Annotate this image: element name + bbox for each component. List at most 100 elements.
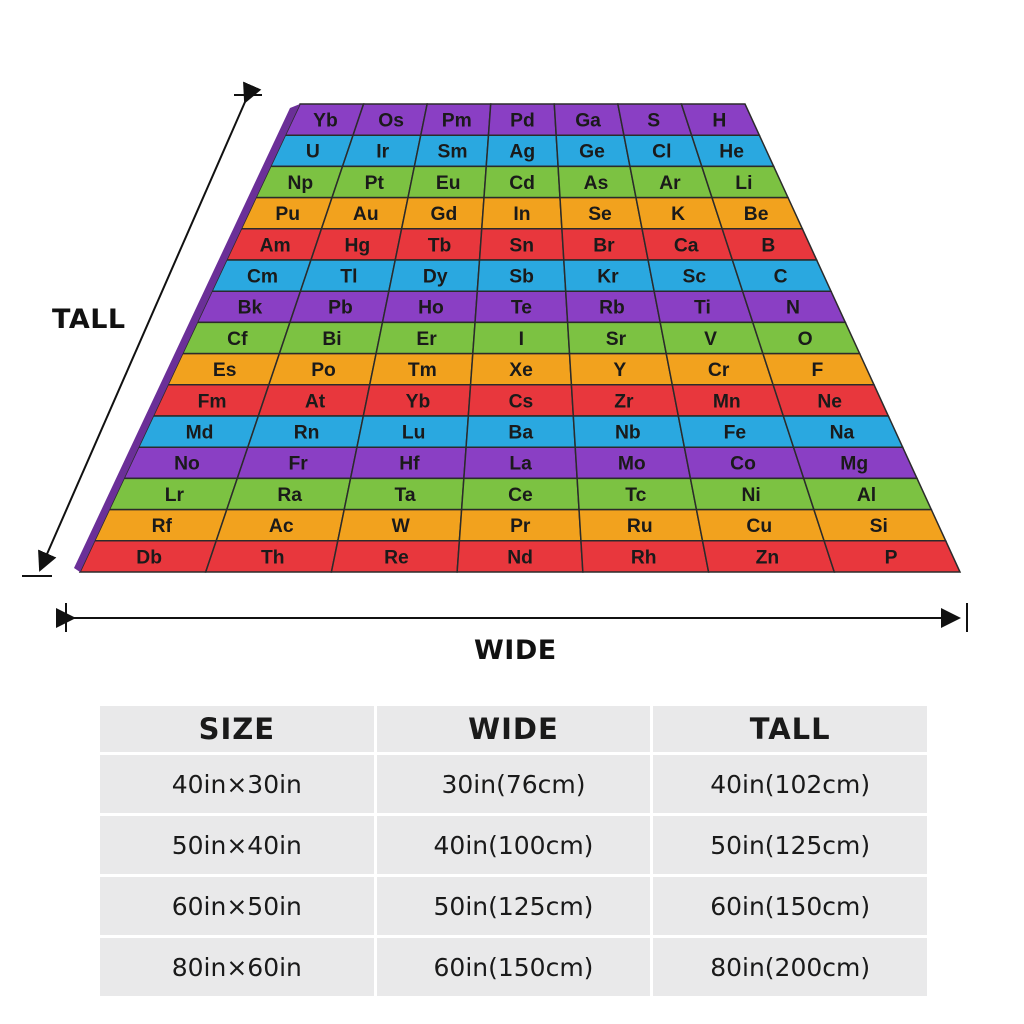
element-symbol: Pm	[442, 110, 472, 131]
element-symbol: Yb	[406, 391, 431, 412]
element-symbol: Gd	[430, 204, 457, 225]
wide-label: WIDE	[474, 635, 557, 666]
element-symbol: Eu	[436, 173, 461, 194]
element-symbol: Te	[511, 298, 532, 319]
element-symbol: Ag	[509, 142, 535, 163]
element-symbol: Ta	[395, 485, 416, 506]
size-cell: 40in×30in	[100, 755, 374, 813]
element-symbol: Re	[384, 547, 409, 568]
element-symbol: Cl	[652, 142, 671, 163]
element-symbol: Mo	[618, 454, 646, 475]
size-table-header-row: SIZE WIDE TALL	[100, 706, 927, 752]
element-symbol: Np	[287, 173, 313, 194]
element-symbol: Pu	[275, 204, 300, 225]
element-symbol: In	[513, 204, 530, 225]
element-symbol: Ir	[376, 142, 389, 163]
table-row: 80in×60in 60in(150cm) 80in(200cm)	[100, 938, 927, 996]
element-symbol: Al	[857, 485, 876, 506]
element-symbol: As	[584, 173, 609, 194]
element-symbol: F	[812, 360, 824, 381]
element-symbol: H	[712, 110, 726, 131]
element-symbol: Cm	[247, 266, 278, 287]
element-symbol: Kr	[597, 266, 619, 287]
element-symbol: C	[774, 266, 788, 287]
tall-cell: 80in(200cm)	[653, 938, 927, 996]
element-symbol: Ca	[674, 235, 699, 256]
element-symbol: Ar	[659, 173, 681, 194]
element-symbol: Pt	[365, 173, 385, 194]
element-symbol: Xe	[509, 360, 533, 381]
element-symbol: Dy	[423, 266, 448, 287]
element-symbol: Cr	[708, 360, 730, 381]
element-symbol: Lu	[402, 422, 426, 443]
element-symbol: Sb	[509, 266, 534, 287]
element-symbol: Mg	[840, 454, 868, 475]
element-symbol: W	[392, 516, 411, 537]
table-row: 60in×50in 50in(125cm) 60in(150cm)	[100, 877, 927, 935]
header-tall: TALL	[653, 706, 927, 752]
size-cell: 60in×50in	[100, 877, 374, 935]
element-symbol: Au	[353, 204, 379, 225]
table-row: 40in×30in 30in(76cm) 40in(102cm)	[100, 755, 927, 813]
element-symbol: S	[647, 110, 660, 131]
element-symbol: Md	[186, 422, 214, 443]
element-symbol: Ba	[508, 422, 533, 443]
element-symbol: Zr	[614, 391, 634, 412]
element-symbol: Mn	[713, 391, 741, 412]
element-symbol: Se	[588, 204, 612, 225]
wide-dimension-arrow	[56, 603, 968, 632]
element-symbol: Lr	[165, 485, 185, 506]
element-symbol: Li	[735, 173, 752, 194]
element-symbol: Ge	[579, 142, 605, 163]
element-symbol: V	[704, 329, 717, 350]
element-symbol: Pb	[328, 298, 353, 319]
element-symbol: Nd	[507, 547, 533, 568]
element-symbol: Be	[744, 204, 769, 225]
element-symbol: No	[174, 454, 200, 475]
blanket-illustration: Yb Os Pm Pd Ga S H U Ir Sm Ag Ge Cl He Np Pt Eu Cd As Ar Li P…	[22, 81, 968, 632]
table-row: 50in×40in 40in(100cm) 50in(125cm)	[100, 816, 927, 874]
element-symbol: I	[519, 329, 524, 350]
element-symbol: Ac	[269, 516, 294, 537]
tall-cell: 50in(125cm)	[653, 816, 927, 874]
element-symbol: Po	[311, 360, 336, 381]
element-symbol: Cf	[227, 329, 248, 350]
element-symbol: Sc	[683, 266, 707, 287]
element-symbol: Sn	[509, 235, 534, 256]
element-symbol: Rf	[152, 516, 173, 537]
element-symbol: Ti	[694, 298, 711, 319]
size-cell: 80in×60in	[100, 938, 374, 996]
element-symbol: Tm	[408, 360, 437, 381]
element-symbol: Na	[830, 422, 855, 443]
element-symbol: Hg	[344, 235, 370, 256]
element-symbol: Am	[260, 235, 291, 256]
wide-cell: 30in(76cm)	[376, 755, 651, 813]
element-symbol: Rh	[631, 547, 657, 568]
wide-cell: 40in(100cm)	[376, 816, 651, 874]
header-wide: WIDE	[376, 706, 651, 752]
element-symbol: Bk	[238, 298, 263, 319]
tall-dimension-arrow	[22, 81, 262, 577]
periodic-table-blanket: Yb Os Pm Pd Ga S H U Ir Sm Ag Ge Cl He Np Pt Eu Cd As Ar Li P…	[74, 103, 962, 573]
element-symbol: Sr	[606, 329, 627, 350]
element-symbol: Br	[593, 235, 615, 256]
element-symbol: Ra	[277, 485, 302, 506]
element-symbol: Cs	[509, 391, 534, 412]
element-symbol: Yb	[313, 110, 338, 131]
element-symbol: Es	[213, 360, 237, 381]
element-symbol: Ne	[817, 391, 842, 412]
element-symbol: O	[798, 329, 813, 350]
element-symbol: Db	[136, 547, 162, 568]
element-symbol: Pr	[510, 516, 531, 537]
element-symbol: P	[885, 547, 898, 568]
tall-cell: 40in(102cm)	[653, 755, 927, 813]
element-symbol: He	[719, 142, 744, 163]
element-symbol: Rb	[599, 298, 625, 319]
tall-cell: 60in(150cm)	[653, 877, 927, 935]
element-symbol: Fe	[724, 422, 747, 443]
wide-cell: 50in(125cm)	[376, 877, 651, 935]
element-symbol: Rn	[294, 422, 320, 443]
element-symbol: Fr	[289, 454, 309, 475]
element-symbol: Bi	[322, 329, 341, 350]
element-symbol: Y	[613, 360, 626, 381]
